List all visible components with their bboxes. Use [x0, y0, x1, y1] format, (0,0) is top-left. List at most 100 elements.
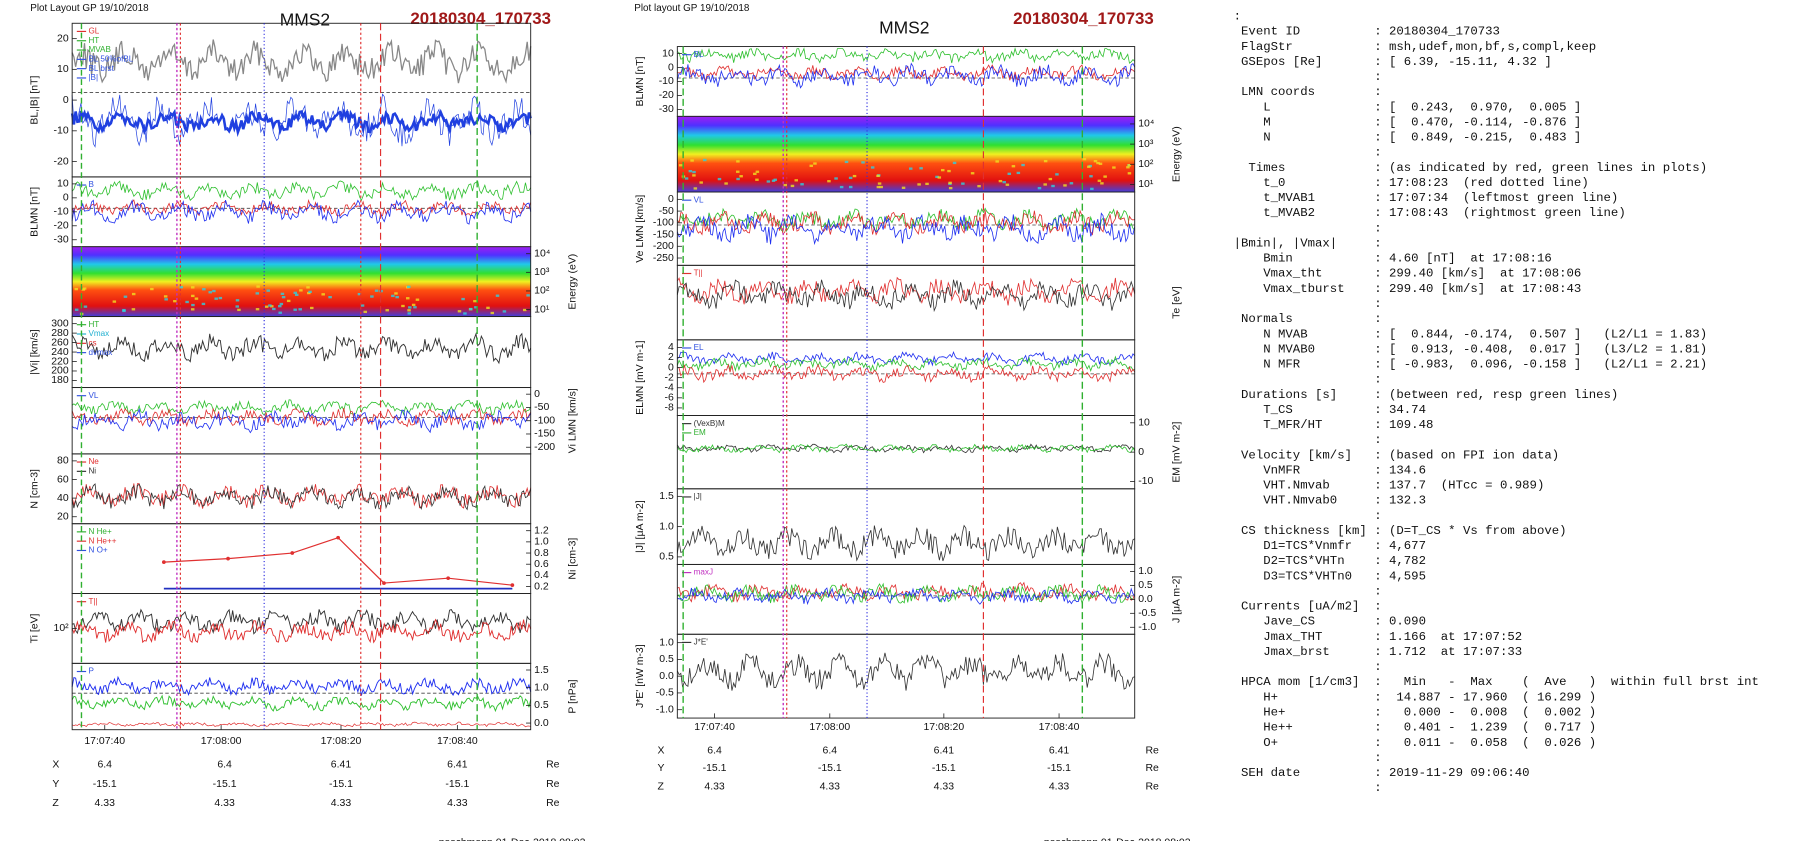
summary-line: Jmax_brst : 1.712 at 17:07:33: [1234, 645, 1523, 659]
spectrogram-speck: [970, 172, 975, 175]
spectrogram-speck: [870, 166, 875, 169]
spectrogram-speck: [281, 295, 286, 299]
axis-label: BLMN [nT]: [30, 187, 41, 237]
y-tick-label: -10: [659, 76, 674, 87]
y-tick-label: -200: [534, 442, 555, 453]
spectrogram-speck: [876, 174, 880, 178]
event-title: 20180304_170733: [1013, 9, 1154, 28]
panel: 1.0 0.5 0.0 -0.5 -1.0 J [μA m-2] maxJ: [676, 563, 1182, 635]
summary-line: Vmax_tburst : 299.40 [km/s] at 17:08:43: [1234, 282, 1582, 296]
summary-line: O+ : 0.011 - 0.058 ( 0.026 ): [1234, 736, 1597, 750]
spectrogram-speck: [692, 174, 696, 177]
y-tick-label: 0: [668, 62, 674, 73]
summary-line: VHT.Nmvab : 137.7 (HTcc = 0.989): [1234, 479, 1545, 493]
ephemeris-value: -15.1: [213, 779, 237, 790]
summary-line: :: [1234, 781, 1382, 795]
panel: 1.5 1.0 0.5 0.0 P [nPa] P: [71, 662, 578, 731]
spectrogram-speck: [753, 172, 757, 176]
spectrogram-speck: [413, 306, 417, 309]
plot-layout-label: Plot Layout GP 19/10/2018: [30, 3, 149, 14]
legend-label: Ni: [88, 466, 96, 475]
spectrogram-speck: [370, 295, 374, 298]
axis-label: |J| [μA m-2]: [635, 500, 646, 553]
panel: 10 0 -10 -20 -30 BLMN [nT] BL: [635, 46, 1136, 117]
spectrogram-speck: [307, 291, 311, 295]
signal-trace: [72, 608, 531, 635]
spectrogram-speck: [1005, 183, 1010, 186]
spectrogram-speck: [463, 312, 467, 315]
summary-line: D1=TCS*Vnmfr : 4,677: [1234, 539, 1426, 553]
y-tick-label: -250: [653, 253, 674, 264]
y-tick-label: -8: [665, 403, 674, 414]
legend-label: VL: [88, 391, 98, 400]
ephemeris-value: 6.4: [823, 745, 838, 756]
y-tick-label: -10: [54, 207, 69, 218]
y-tick-label: -50: [534, 402, 549, 413]
y-tick-label: 0.5: [1138, 580, 1153, 591]
y-tick-label: 0.5: [659, 552, 674, 563]
summary-line: Currents [uA/m2] :: [1234, 600, 1382, 614]
spectrogram-speck: [408, 306, 412, 309]
ephemeris-value: 6.41: [447, 759, 468, 770]
ephemeris-label: X: [658, 745, 665, 756]
spectrogram-speck: [1098, 162, 1103, 165]
spectrogram-speck: [961, 182, 965, 185]
spectrogram-speck: [952, 161, 957, 165]
ephemeris-label: Y: [52, 779, 59, 790]
signal-trace: [676, 279, 1136, 313]
ephemeris-value: -15.1: [703, 763, 727, 774]
spectrogram-speck: [407, 309, 411, 312]
signal-trace: [71, 483, 532, 509]
ephemeris-unit: Re: [546, 779, 560, 790]
spectrogram-speck: [755, 170, 760, 173]
axis-label: J*E' [nW m-3]: [635, 644, 646, 708]
y-tick-label: -30: [54, 235, 69, 246]
spectrogram-speck: [179, 286, 184, 289]
legend-label: J*E': [694, 638, 709, 647]
signal-trace: [677, 587, 1136, 606]
spectrogram-speck: [190, 308, 195, 311]
summary-line: He+ : 0.000 - 0.008 ( 0.002 ): [1234, 705, 1597, 719]
signal-trace: [163, 537, 513, 586]
spectrogram-speck: [268, 304, 272, 307]
signal-point: [336, 535, 340, 540]
spectrogram-speck: [1069, 182, 1074, 185]
spectrogram-speck: [395, 295, 399, 299]
spectrogram-speck: [1016, 171, 1021, 175]
panel-frame: [71, 176, 532, 248]
legend-label: HT: [88, 36, 99, 45]
y-tick-label: 10: [57, 64, 69, 75]
ephemeris-unit: Re: [1145, 781, 1159, 792]
spectrogram-speck: [1100, 182, 1104, 185]
spectrogram-speck: [1126, 166, 1130, 169]
spectrogram-speck: [406, 285, 411, 288]
summary-line: t_0 : 17:08:23 (red dotted line): [1234, 176, 1589, 190]
summary-line: HPCA mom [1/cm3] : Min - Max ( Ave ) wit…: [1234, 675, 1759, 689]
spectrogram-speck: [1082, 157, 1087, 161]
y-tick-label: -0.5: [656, 688, 674, 699]
spectrogram-speck: [1096, 161, 1100, 165]
plot: Plot Layout GP 19/10/2018 MMS2 20180304_17…: [30, 3, 586, 841]
x-tick-label: 17:07:40: [84, 736, 125, 747]
spectrogram-speck: [163, 295, 168, 298]
spectrogram-speck: [374, 289, 379, 292]
panel-frame: [676, 488, 1136, 565]
signal-trace: [676, 443, 1136, 454]
summary-line: CS thickness [km] : (D=T_CS * Vs from ab…: [1234, 524, 1567, 538]
x-tick-label: 17:08:00: [201, 736, 242, 747]
spectrogram-speck: [270, 305, 274, 308]
spectrogram-speck: [306, 286, 310, 289]
spectrogram-speck: [678, 164, 683, 167]
legend-label: |J|: [694, 492, 702, 501]
ephemeris-unit: Re: [546, 759, 560, 770]
signal-trace: [71, 618, 532, 644]
spectrogram-speck: [218, 296, 223, 300]
panel-frame: [676, 563, 1136, 635]
signal-trace: [71, 694, 532, 713]
y-tick-label: -1.0: [1138, 622, 1156, 633]
y-tick-label: 60: [57, 474, 69, 485]
y-tick-label: -10: [1138, 476, 1153, 487]
signal-point: [290, 551, 295, 555]
spectrogram-speck: [185, 300, 189, 304]
